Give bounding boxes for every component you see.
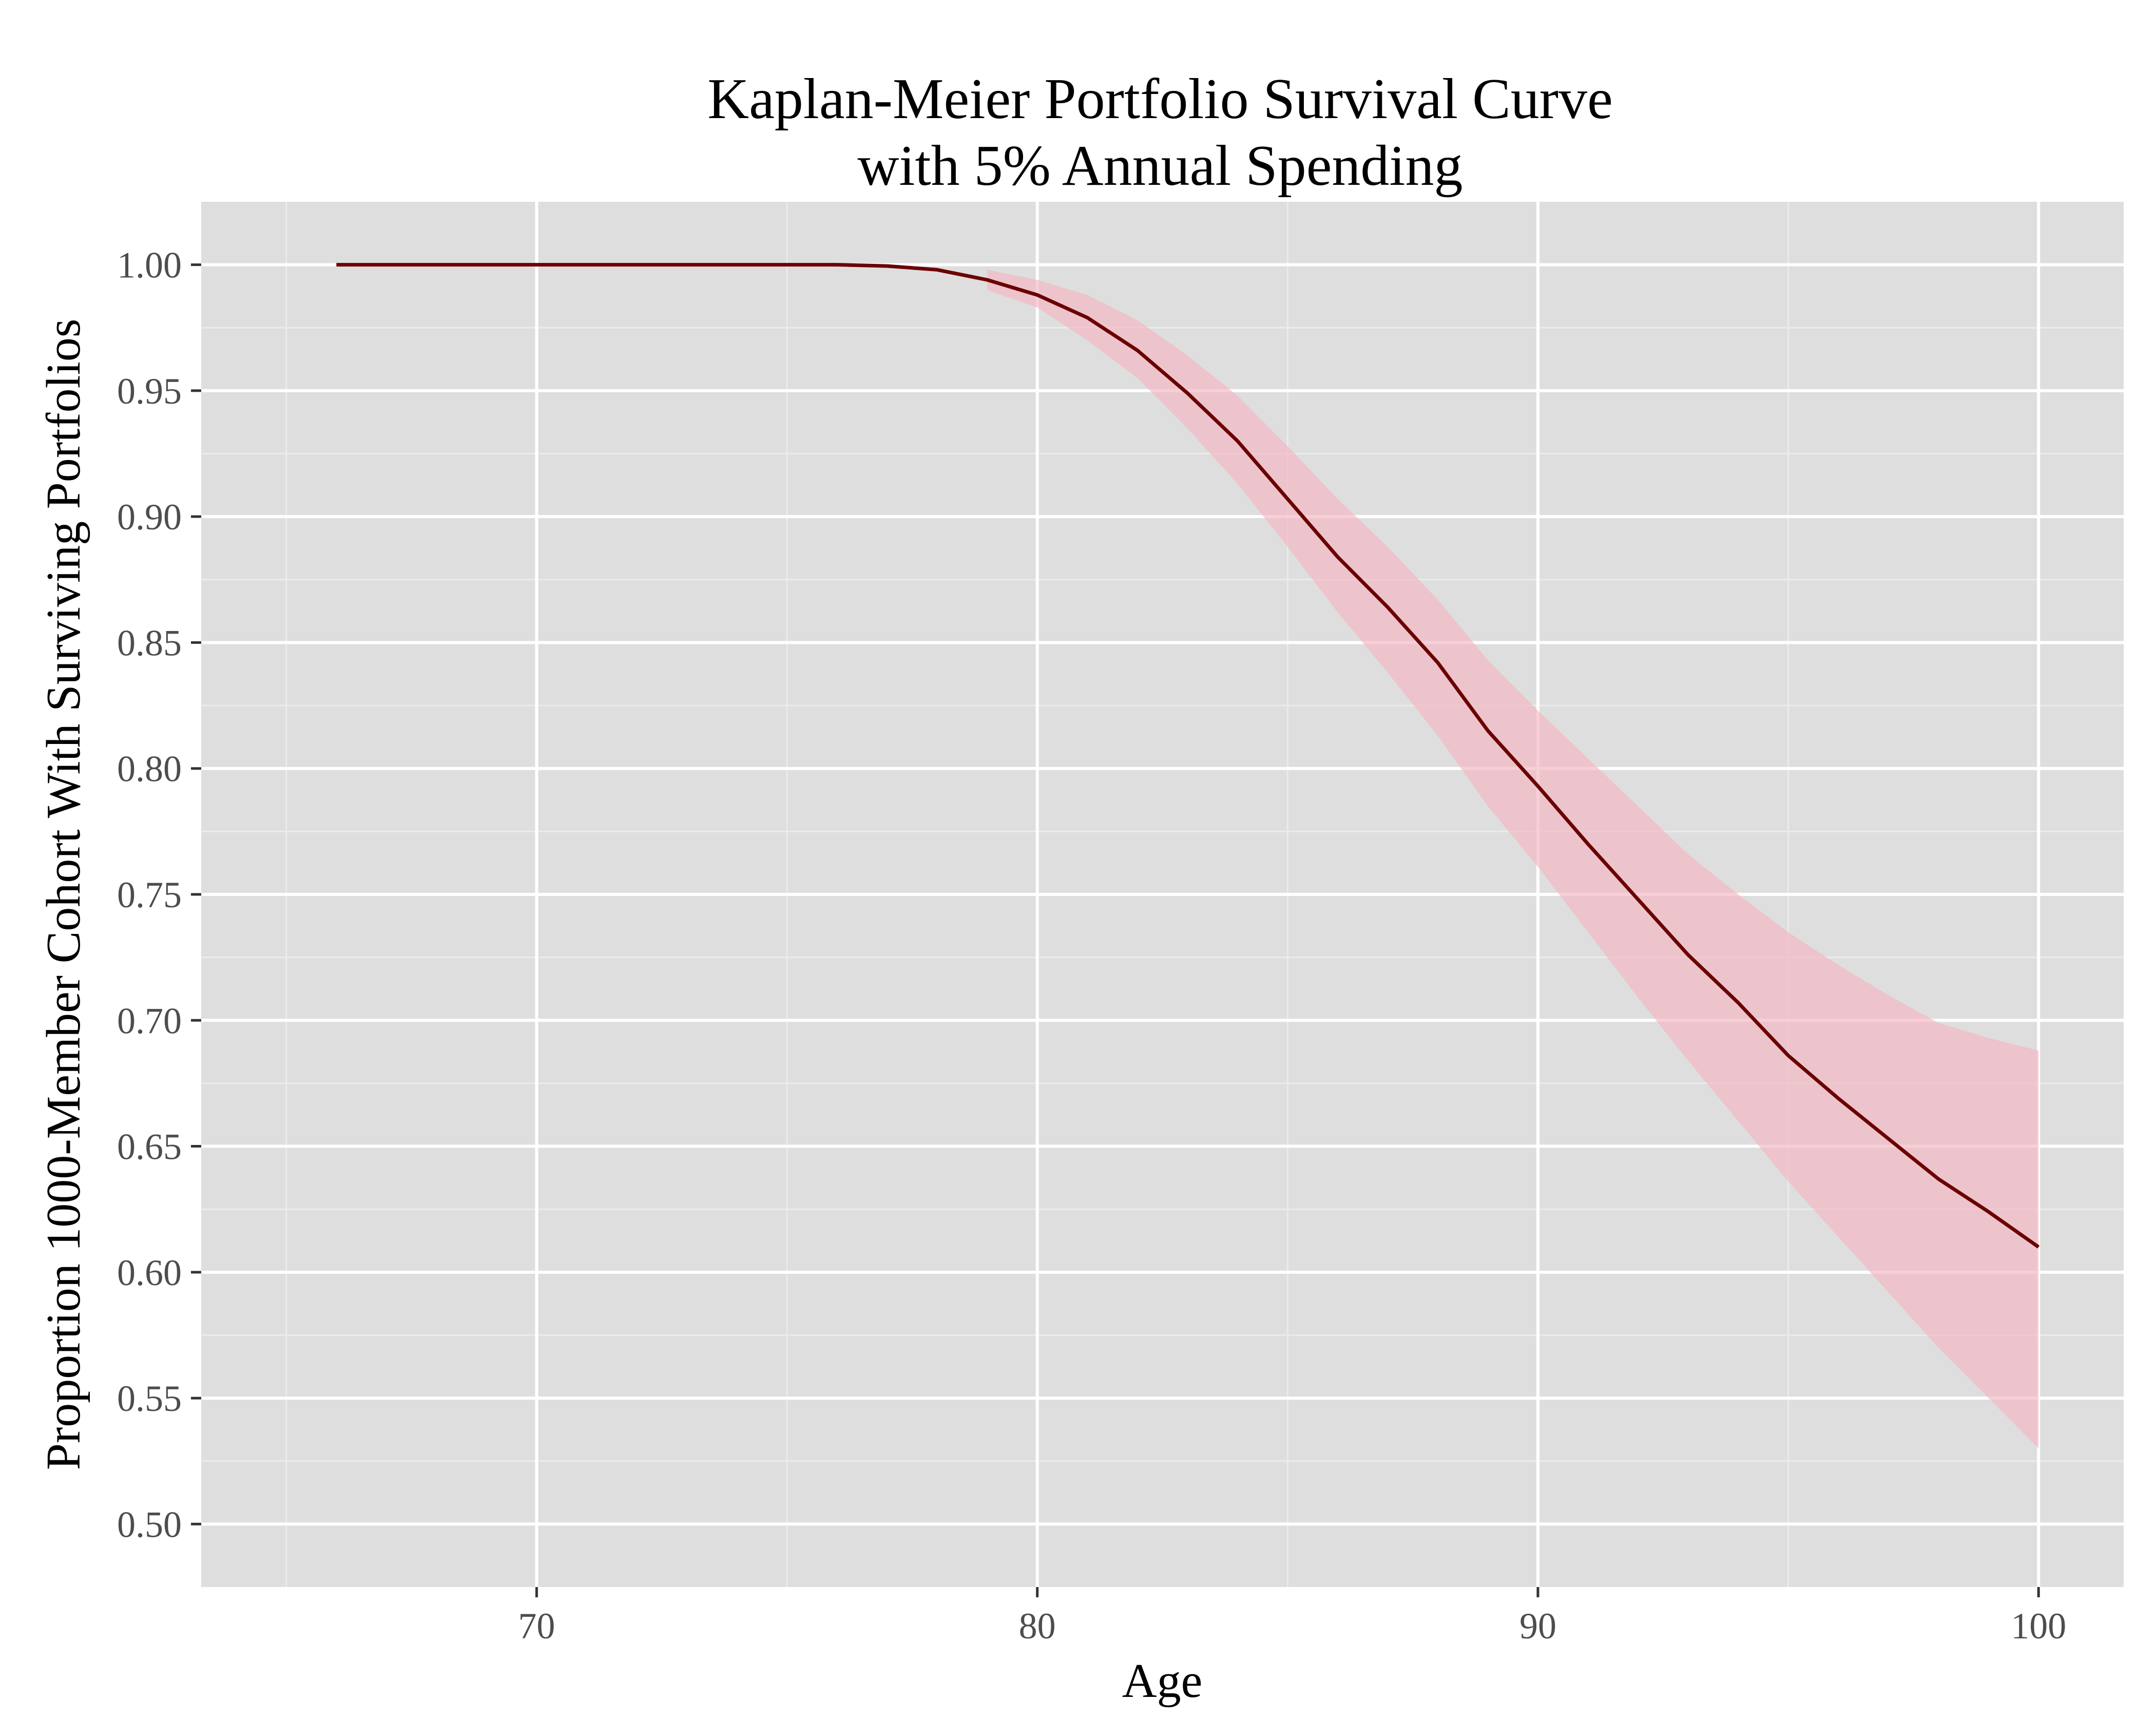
- series-layer: [336, 263, 2040, 1449]
- chart-title-line-1: Kaplan-Meier Portfolio Survival Curve: [707, 67, 1613, 131]
- confidence-band: [987, 270, 2039, 1449]
- survival-curve-line: [336, 263, 2040, 1249]
- y-tick-label: 0.95: [117, 371, 182, 412]
- y-tick-label: 0.60: [117, 1252, 182, 1293]
- x-tick-label: 70: [518, 1606, 555, 1647]
- x-tick-label: 100: [2011, 1606, 2066, 1647]
- y-tick-label: 0.75: [117, 874, 182, 915]
- y-tick-label: 0.90: [117, 496, 182, 538]
- chart-title-line-2: with 5% Annual Spending: [857, 134, 1462, 198]
- tick-labels: 70 80 90 100 0.50 0.55 0.60 0.65 0.70 0.75 0.80 0.8…: [117, 245, 2066, 1647]
- x-axis-title: Age: [1122, 1654, 1203, 1708]
- y-tick-label: 0.65: [117, 1126, 182, 1168]
- y-tick-label: 0.50: [117, 1504, 182, 1545]
- y-tick-label: 0.70: [117, 1000, 182, 1041]
- x-tick-label: 90: [1519, 1606, 1556, 1647]
- y-tick-label: 0.85: [117, 622, 182, 663]
- y-tick-label: 0.55: [117, 1378, 182, 1419]
- y-tick-label: 0.80: [117, 749, 182, 790]
- y-axis-title: Proportion 1000-Member Cohort With Survi…: [37, 319, 90, 1470]
- y-tick-label: 1.00: [117, 245, 182, 286]
- x-tick-label: 80: [1019, 1606, 1056, 1647]
- axis-ticks: [191, 263, 2040, 1597]
